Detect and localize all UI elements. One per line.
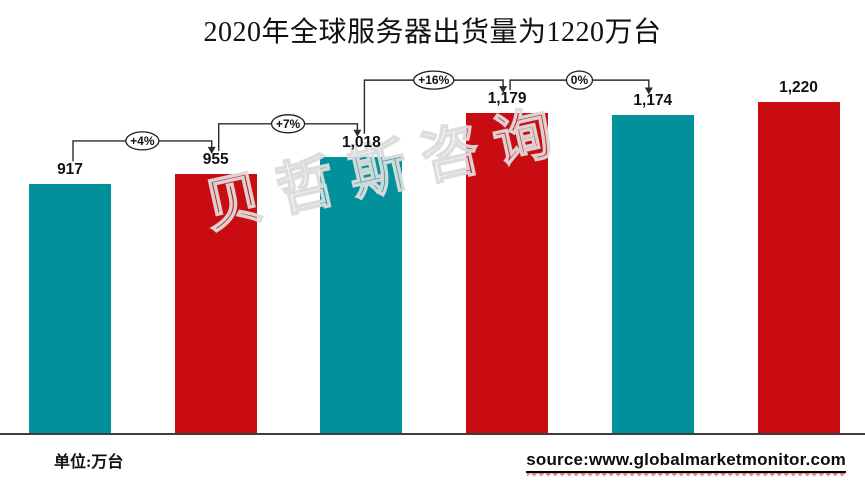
growth-bubble [125, 131, 160, 151]
chart-title: 2020年全球服务器出货量为1220万台 [203, 17, 662, 48]
bar-value-label-1: 917 [57, 161, 83, 179]
bar-value-label-4: 1,179 [487, 90, 527, 108]
arrowhead-icon [353, 129, 362, 137]
growth-bubble [413, 70, 455, 90]
growth-bubble-label: +16% [418, 73, 449, 87]
growth-bubble [270, 114, 306, 134]
bar-5[interactable] [611, 114, 694, 433]
growth-bubble [565, 70, 594, 90]
bar-value-label-5: 1,174 [633, 91, 673, 109]
growth-arrows-layer: +4% +7% +16% 0% [72, 70, 653, 162]
growth-bubble-label: 0% [571, 73, 589, 87]
growth-arrow-+16%: +16% [363, 70, 508, 134]
growth-bubble-label: +7% [276, 117, 301, 131]
arrowhead-icon [644, 87, 653, 95]
bar-2[interactable] [174, 173, 257, 433]
bar-1[interactable] [29, 184, 111, 433]
growth-bubble-label: +4% [130, 134, 155, 148]
bar-3[interactable] [320, 156, 403, 433]
source-link[interactable]: source:www.globalmarketmonitor.com [526, 450, 846, 477]
arrowhead-icon [207, 146, 216, 154]
bar-value-label-3: 1,018 [341, 133, 381, 151]
growth-arrow-0%: 0% [509, 70, 653, 95]
bar-value-label-6: 1,220 [779, 79, 818, 96]
growth-arrow-+7%: +7% [218, 114, 362, 151]
arrowhead-icon [499, 86, 508, 94]
unit-label: 单位:万台 [54, 454, 124, 471]
bar-4[interactable] [466, 113, 549, 433]
bar-6[interactable] [757, 102, 840, 433]
bar-value-label-2: 955 [202, 150, 229, 168]
x-axis-line [0, 433, 865, 435]
growth-arrow-+4%: +4% [72, 131, 216, 162]
